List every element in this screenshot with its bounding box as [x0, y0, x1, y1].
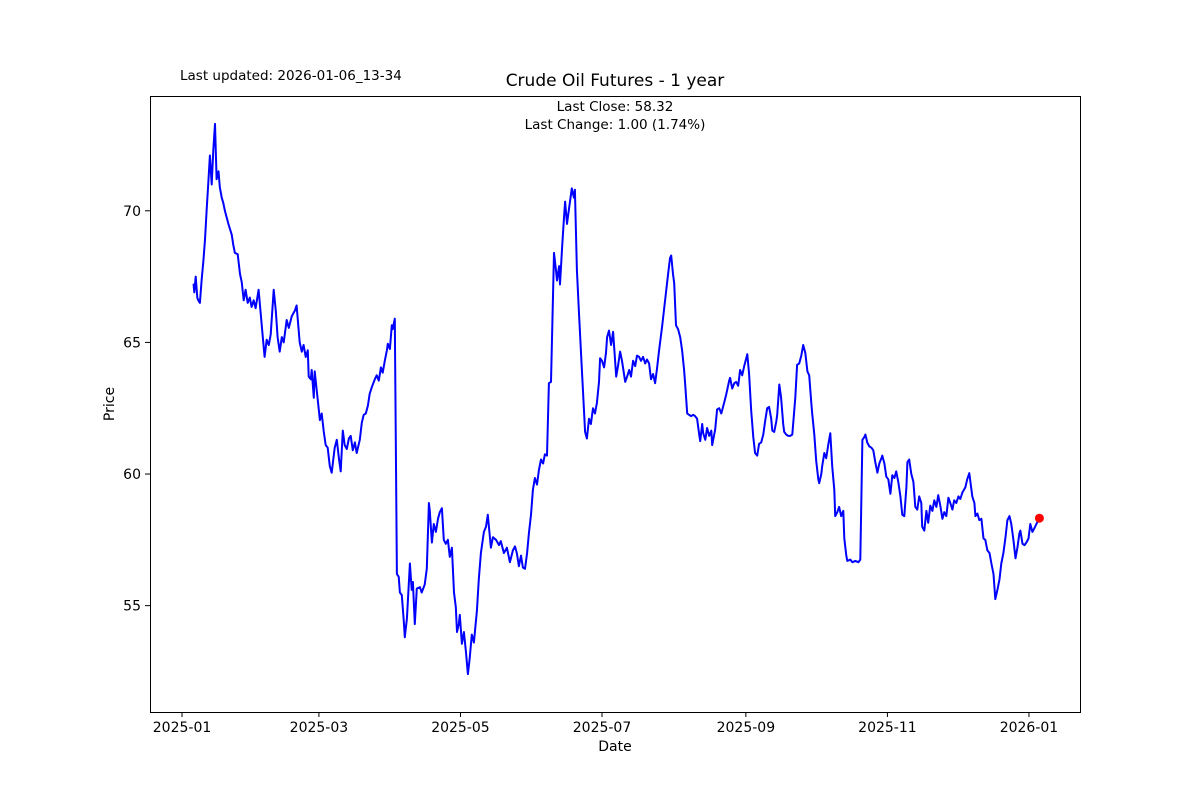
x-tick-label: 2025-01: [153, 720, 212, 736]
last-close-text: Last Close: 58.32: [556, 99, 674, 115]
x-tick-label: 2025-03: [290, 720, 349, 736]
x-tick-label: 2025-05: [431, 720, 490, 736]
price-line: [192, 122, 1041, 676]
y-tick-label: 55: [123, 599, 141, 615]
x-axis-ticks: 2025-01 2025-03 2025-05 2025-07 2025-09 2025-…: [153, 712, 1058, 736]
last-price-marker: [1034, 513, 1044, 523]
y-axis-ticks: 55 60 65 70: [123, 204, 150, 615]
y-tick-label: 60: [123, 467, 141, 483]
x-tick-label: 2025-09: [717, 720, 776, 736]
x-tick-label: 2025-07: [573, 720, 632, 736]
y-tick-label: 65: [123, 335, 141, 351]
plot-border: [150, 96, 1081, 713]
x-axis-label: Date: [598, 739, 632, 755]
x-tick-label: 2025-11: [858, 720, 917, 736]
y-tick-label: 70: [123, 204, 141, 220]
x-tick-label: 2026-01: [1000, 720, 1059, 736]
last-updated-annotation: Last updated: 2026-01-06_13-34: [180, 68, 402, 84]
chart-title: Crude Oil Futures - 1 year: [505, 71, 725, 91]
last-change-text: Last Change: 1.00 (1.74%): [524, 117, 706, 133]
chart-subtitle: Last Close: 58.32 Last Change: 1.00 (1.7…: [150, 98, 1080, 134]
